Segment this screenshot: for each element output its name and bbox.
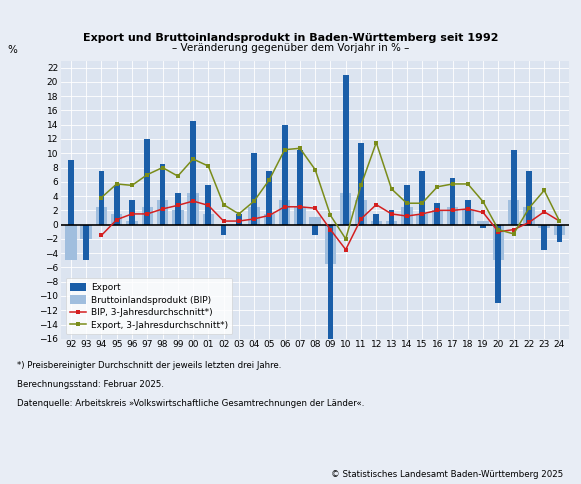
Bar	[297, 150, 303, 225]
Bar	[374, 214, 379, 225]
Bar	[190, 121, 196, 225]
Bar	[355, 199, 367, 225]
Bar	[325, 225, 336, 264]
Bar	[557, 225, 562, 242]
Bar	[358, 143, 364, 225]
Bar	[264, 214, 275, 225]
Bar	[126, 221, 138, 225]
Bar	[111, 214, 123, 225]
Bar	[435, 203, 440, 225]
Bar	[236, 214, 242, 225]
Bar	[447, 207, 458, 225]
Bar	[310, 217, 321, 225]
Bar	[114, 185, 120, 225]
Bar	[432, 211, 443, 225]
Text: *) Preisbereinigter Durchschnitt der jeweils letzten drei Jahre.: *) Preisbereinigter Durchschnitt der jew…	[17, 361, 282, 370]
Bar	[221, 225, 227, 235]
Bar	[279, 199, 290, 225]
Bar	[251, 153, 257, 225]
Bar	[389, 211, 394, 225]
Bar	[401, 207, 413, 225]
Bar	[68, 160, 74, 225]
Bar	[328, 225, 333, 339]
Bar	[157, 199, 168, 225]
Bar	[343, 75, 349, 225]
Bar	[541, 225, 547, 250]
Bar	[267, 171, 272, 225]
Bar	[386, 221, 397, 225]
Bar	[493, 225, 504, 260]
Bar	[129, 199, 135, 225]
Bar	[187, 193, 199, 225]
Bar	[144, 139, 150, 225]
Text: Datenquelle: Arbeitskreis »Volkswirtschaftliche Gesamtrechnungen der Länder«.: Datenquelle: Arbeitskreis »Volkswirtscha…	[17, 399, 365, 408]
Bar	[554, 225, 565, 235]
Bar	[371, 221, 382, 225]
Bar	[203, 214, 214, 225]
Bar	[508, 199, 519, 225]
Bar	[313, 225, 318, 235]
Bar	[478, 221, 489, 225]
Text: Berechnungsstand: Februar 2025.: Berechnungsstand: Februar 2025.	[17, 380, 164, 389]
Bar	[160, 164, 166, 225]
Bar	[83, 225, 89, 260]
Bar	[340, 193, 352, 225]
Bar	[206, 185, 211, 225]
Bar	[462, 211, 474, 225]
Bar	[450, 178, 456, 225]
Text: %: %	[8, 45, 17, 55]
Bar	[65, 225, 77, 260]
Bar	[294, 207, 306, 225]
Bar	[526, 171, 532, 225]
Bar	[404, 185, 410, 225]
Bar	[96, 207, 107, 225]
Bar	[175, 193, 181, 225]
Bar	[480, 225, 486, 228]
Text: © Statistisches Landesamt Baden-Württemberg 2025: © Statistisches Landesamt Baden-Württemb…	[331, 470, 564, 479]
Bar	[496, 225, 501, 303]
Bar	[99, 171, 105, 225]
Bar	[523, 207, 535, 225]
Bar	[465, 199, 471, 225]
Bar	[142, 207, 153, 225]
Bar	[417, 214, 428, 225]
Text: – Veränderung gegenüber dem Vorjahr in % –: – Veränderung gegenüber dem Vorjahr in %…	[172, 44, 409, 53]
Text: Export und Bruttoinlandsprodukt in Baden-Württemberg seit 1992: Export und Bruttoinlandsprodukt in Baden…	[83, 33, 498, 43]
Bar	[249, 207, 260, 225]
Bar	[282, 125, 288, 225]
Legend: Export, Bruttoinlandsprodukt (BIP), BIP, 3-Jahresdurchschnitt*), Export, 3-Jahre: Export, Bruttoinlandsprodukt (BIP), BIP,…	[66, 278, 232, 334]
Bar	[511, 150, 517, 225]
Bar	[419, 171, 425, 225]
Bar	[539, 225, 550, 228]
Bar	[172, 211, 184, 225]
Bar	[81, 225, 92, 239]
